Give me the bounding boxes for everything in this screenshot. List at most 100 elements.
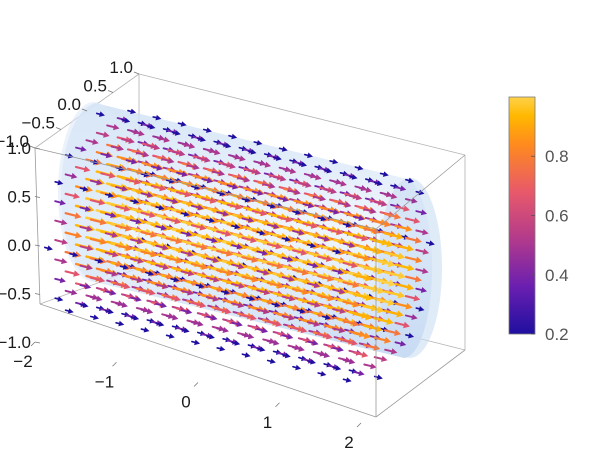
arrow-shaft-877 — [79, 225, 88, 230]
arrow-shaft-639 — [171, 325, 177, 328]
arrow-head-95 — [411, 197, 418, 204]
arrow-shaft-873 — [281, 256, 289, 260]
arrow-head-832 — [158, 204, 165, 211]
arrow-shaft-894 — [216, 327, 225, 331]
arrow-shaft-799 — [241, 256, 254, 261]
arrow-head-377 — [229, 162, 236, 170]
arrow-head-908 — [269, 358, 276, 364]
arrow-shaft-251 — [394, 263, 410, 270]
arrow-shaft-623 — [352, 235, 364, 240]
colorbar-gradient — [508, 96, 536, 335]
arrow-head-620 — [285, 216, 293, 223]
arrow-shaft-919 — [231, 283, 241, 287]
arrow-head-831 — [133, 198, 140, 205]
arrow-head-203 — [413, 295, 421, 302]
arrow-shaft-931 — [231, 302, 240, 306]
arrow-head-876 — [61, 219, 68, 226]
arrow-shaft-958 — [306, 360, 312, 363]
arrow-shaft-800 — [266, 262, 279, 268]
arrow-shaft-912 — [54, 239, 64, 243]
z-tick-mark-2 — [34, 244, 41, 247]
arrow-head-491 — [388, 279, 396, 287]
arrow-head-862 — [325, 333, 333, 340]
arrow-shaft-476 — [287, 189, 297, 194]
arrow-shaft-342 — [247, 150, 253, 153]
arrow-shaft-659 — [363, 324, 378, 330]
arrow-shaft-12 — [137, 121, 143, 125]
arrow-shaft-916 — [155, 264, 165, 268]
arrow-shaft-471 — [161, 158, 170, 162]
arrow-shaft-945 — [281, 334, 289, 338]
arrow-head-939 — [135, 296, 142, 302]
x-tick-mark-0 — [30, 341, 36, 347]
arrow-head-934 — [313, 320, 321, 327]
arrow-shaft-20 — [339, 171, 345, 175]
arrow-shaft-622 — [327, 228, 339, 233]
arrow-head-746 — [121, 185, 128, 192]
arrow-shaft-932 — [256, 308, 265, 313]
arrow-shaft-823 — [241, 275, 254, 281]
arrow-shaft-772 — [165, 217, 177, 223]
y-tick-label-3: 0.5 — [83, 77, 107, 96]
arrow-head-623 — [361, 235, 369, 242]
arrow-head-839 — [335, 248, 342, 255]
arrow-shaft-773 — [190, 224, 202, 229]
arrow-head-577 — [105, 152, 113, 159]
arrow-head-347 — [376, 180, 383, 186]
arrow-shaft-340 — [196, 137, 202, 141]
arrow-head-264 — [113, 124, 120, 131]
arrow-shaft-65 — [253, 141, 259, 144]
arrow-head-743 — [365, 313, 373, 321]
arrow-head-585 — [307, 202, 315, 209]
arrow-head-662 — [136, 198, 144, 205]
arrow-shaft-724 — [165, 179, 171, 182]
arrow-shaft-587 — [352, 215, 361, 219]
arrow-head-659 — [375, 325, 383, 333]
arrow-shaft-907 — [241, 353, 247, 356]
arrow-head-930 — [212, 295, 220, 302]
arrow-shaft-371 — [394, 341, 402, 345]
arrow-shaft-753 — [292, 229, 301, 234]
arrow-head-119 — [413, 217, 421, 224]
arrow-head-866 — [110, 212, 117, 218]
arrow-shaft-891 — [140, 308, 149, 313]
arrow-shaft-928 — [155, 283, 164, 288]
arrow-shaft-636 — [95, 306, 101, 310]
y-tick-label-1: −0.5 — [21, 114, 55, 133]
x-axis-ticks: −2 −1 0 1 2 — [13, 341, 362, 452]
arrow-head-64 — [231, 133, 238, 140]
arrow-shaft-586 — [327, 209, 335, 213]
arrow-shaft-962 — [94, 259, 100, 262]
arrow-head-779 — [351, 261, 358, 269]
arrow-shaft-938 — [104, 290, 112, 294]
arrow-shaft-826 — [317, 294, 330, 300]
arrow-head-901 — [93, 314, 99, 320]
arrow-shaft-854 — [115, 282, 126, 288]
arrow-head-11 — [428, 240, 435, 246]
z-tick-label-4: 1.0 — [7, 139, 31, 158]
arrow-shaft-896 — [266, 340, 275, 344]
arrow-head-311 — [405, 302, 413, 310]
arrow-head-818 — [125, 244, 133, 252]
arrow-shaft-934 — [306, 321, 316, 325]
arrow-head-472 — [193, 163, 200, 170]
arrow-shaft-960 — [43, 246, 49, 250]
arrow-head-829 — [82, 186, 89, 192]
arrow-head-274 — [365, 186, 373, 193]
arrow-shaft-909 — [292, 365, 297, 369]
arrow-head-869 — [186, 231, 193, 237]
arrow-head-179 — [414, 275, 422, 283]
arrow-shaft-944 — [256, 328, 264, 332]
arrow-head-864 — [59, 199, 66, 206]
arrow-shaft-868 — [155, 225, 163, 229]
arrow-shaft-580 — [176, 171, 184, 175]
arrow-shaft-769 — [89, 199, 101, 204]
arrow-shaft-683 — [352, 273, 368, 280]
arrow-shaft-131 — [415, 307, 421, 310]
arrow-shaft-852 — [64, 270, 76, 275]
arrow-shaft-215 — [394, 224, 408, 230]
arrow-head-340 — [200, 136, 206, 142]
arrow-shaft-905 — [191, 340, 196, 344]
z-tick-label-0: −1.0 — [0, 333, 31, 352]
arrow-shaft-746 — [115, 186, 124, 190]
